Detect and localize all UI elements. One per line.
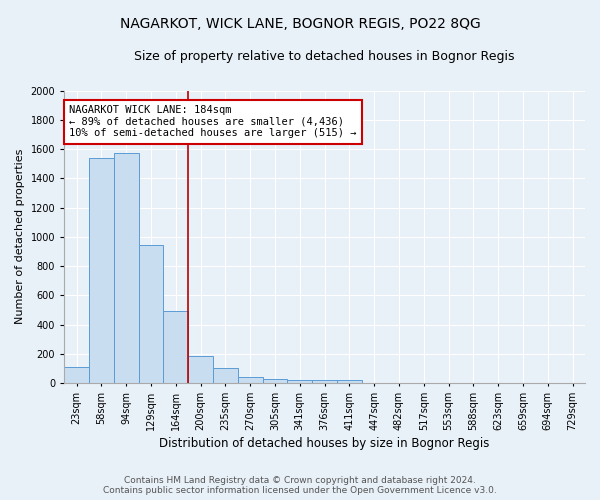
Bar: [188, 356, 213, 383]
Bar: [89, 158, 114, 383]
Bar: [163, 312, 188, 383]
Y-axis label: Number of detached properties: Number of detached properties: [15, 149, 25, 324]
Bar: [287, 380, 312, 383]
Bar: [64, 367, 89, 383]
Text: NAGARKOT, WICK LANE, BOGNOR REGIS, PO22 8QG: NAGARKOT, WICK LANE, BOGNOR REGIS, PO22 …: [119, 18, 481, 32]
Bar: [263, 378, 287, 383]
Bar: [139, 245, 163, 383]
X-axis label: Distribution of detached houses by size in Bognor Regis: Distribution of detached houses by size …: [160, 437, 490, 450]
Bar: [337, 380, 362, 383]
Bar: [238, 377, 263, 383]
Text: Contains HM Land Registry data © Crown copyright and database right 2024.
Contai: Contains HM Land Registry data © Crown c…: [103, 476, 497, 495]
Text: NAGARKOT WICK LANE: 184sqm
← 89% of detached houses are smaller (4,436)
10% of s: NAGARKOT WICK LANE: 184sqm ← 89% of deta…: [70, 105, 357, 138]
Bar: [213, 368, 238, 383]
Bar: [312, 380, 337, 383]
Bar: [114, 154, 139, 383]
Title: Size of property relative to detached houses in Bognor Regis: Size of property relative to detached ho…: [134, 50, 515, 63]
